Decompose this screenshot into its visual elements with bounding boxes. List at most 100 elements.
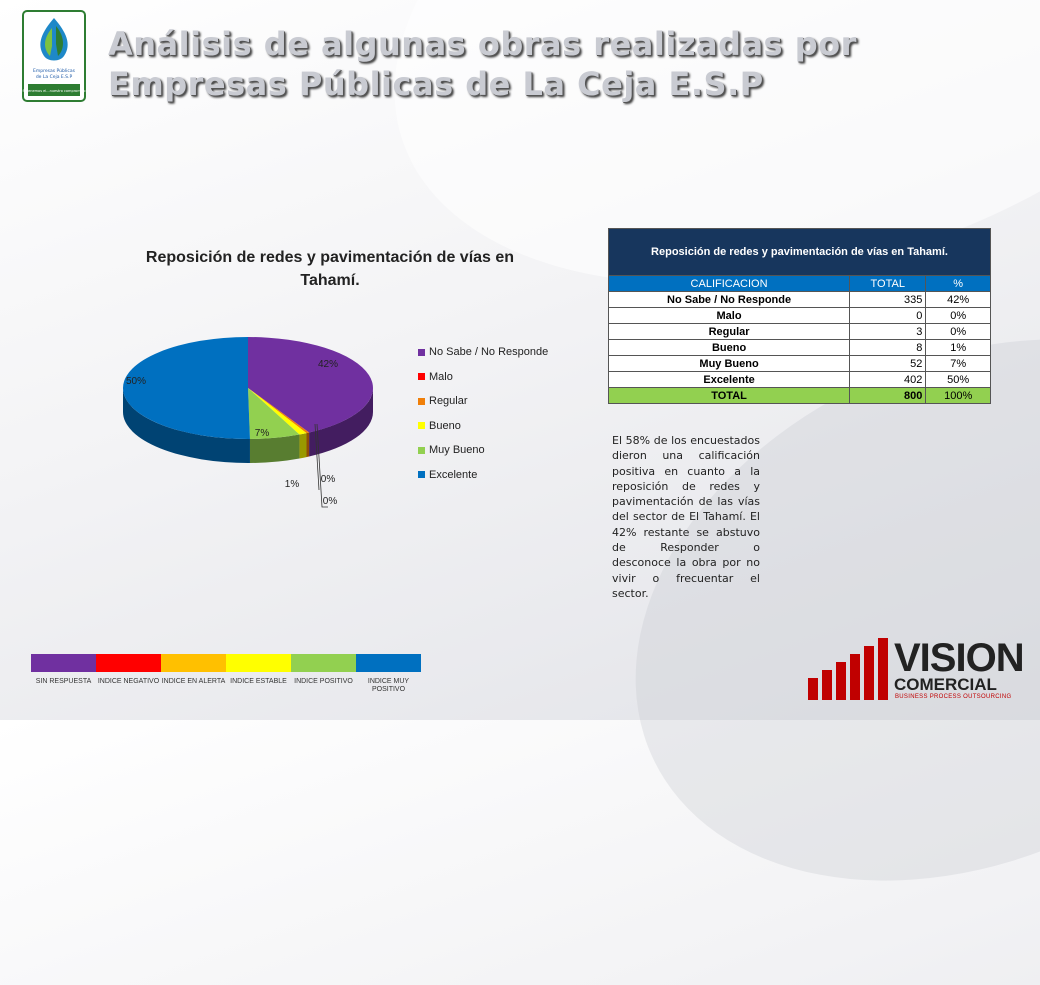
table-cell-percent: 0% xyxy=(925,307,991,324)
scale-item: INDICE MUY POSITIVO xyxy=(356,654,421,694)
legend-label: Bueno xyxy=(429,419,461,432)
scale-label: SIN RESPUESTA xyxy=(35,678,92,685)
scale-color-bar xyxy=(31,654,96,672)
pie-slice-side xyxy=(309,388,373,457)
table-cell-total: 335 xyxy=(849,291,927,308)
pie-slice xyxy=(122,337,250,439)
table-cell-percent: 50% xyxy=(925,371,991,388)
legend-item: Excelente xyxy=(418,463,548,488)
index-scale: SIN RESPUESTA INDICE NEGATIVO INDICE EN AL… xyxy=(31,654,421,694)
legend-item: Muy Bueno xyxy=(418,438,548,463)
table-caption: Reposición de redes y pavimentación de v… xyxy=(608,228,991,276)
pie-chart: 42% 0% 0% 1% 7% 50% xyxy=(122,337,373,508)
table-row: Muy Bueno 52 7% xyxy=(607,355,991,372)
scale-item: INDICE POSITIVO xyxy=(291,654,356,694)
pie-data-label: 50% xyxy=(126,376,146,387)
legend-label: Excelente xyxy=(429,468,478,481)
pie-data-label: 0% xyxy=(321,474,336,485)
legend-swatch xyxy=(418,422,425,430)
legend-item: No Sabe / No Responde xyxy=(418,340,548,365)
table-total-value: 800 xyxy=(849,387,927,404)
table-cell-total: 0 xyxy=(849,307,927,324)
legend-label: Muy Bueno xyxy=(429,444,485,457)
pie-data-label: 0% xyxy=(323,496,338,507)
table-total-percent: 100% xyxy=(925,387,991,404)
pie-slice xyxy=(248,337,373,433)
pie-slice-side xyxy=(306,432,310,458)
leader-line xyxy=(316,423,328,508)
legend-item: Regular xyxy=(418,389,548,414)
table-cell-label: No Sabe / No Responde xyxy=(607,291,851,308)
scale-label: INDICE MUY POSITIVO xyxy=(367,678,410,693)
company-logo: Empresas Públicas de La Ceja E.S.P Si te… xyxy=(22,10,86,102)
table-cell-label: Muy Bueno xyxy=(607,355,851,372)
page-title: Análisis de algunas obras realizadas por… xyxy=(108,24,857,104)
legend-label: Malo xyxy=(429,370,453,383)
pie-slice xyxy=(248,388,300,439)
table-row: No Sabe / No Responde 335 42% xyxy=(607,291,991,308)
chart-title: Reposición de redes y pavimentación de v… xyxy=(145,249,515,289)
legend-swatch xyxy=(418,446,425,454)
legend-item: Bueno xyxy=(418,414,548,439)
pie-slice xyxy=(248,388,310,434)
table-cell-percent: 1% xyxy=(925,339,991,356)
page-title-line: Empresas Públicas de La Ceja E.S.P xyxy=(108,65,764,103)
scale-label: INDICE POSITIVO xyxy=(294,678,353,685)
scale-color-bar xyxy=(161,654,226,672)
scale-label: INDICE ESTABLE xyxy=(230,678,287,685)
pie-data-label: 1% xyxy=(285,479,300,490)
table-row: Bueno 8 1% xyxy=(607,339,991,356)
table-row: Regular 3 0% xyxy=(607,323,991,340)
table-cell-total: 3 xyxy=(849,323,927,340)
table-total-label: TOTAL xyxy=(607,387,851,404)
summary-text: El 58% de los encuestados dieron una cal… xyxy=(612,434,760,600)
scale-item: INDICE ESTABLE xyxy=(226,654,291,694)
brand-name: VISION xyxy=(894,636,1025,680)
table-header: CALIFICACION xyxy=(607,275,851,292)
legend-label: No Sabe / No Responde xyxy=(429,346,549,359)
scale-color-bar xyxy=(226,654,291,672)
scale-item: SIN RESPUESTA xyxy=(31,654,96,694)
vision-comercial-logo-mark xyxy=(808,638,888,700)
brand-sub: COMERCIAL xyxy=(894,675,997,694)
table-cell-label: Malo xyxy=(607,307,851,324)
pie-slice xyxy=(248,388,307,435)
scale-label: INDICE NEGATIVO xyxy=(97,678,160,685)
legend-swatch xyxy=(418,471,425,479)
leader-line xyxy=(314,423,320,491)
table-header: % xyxy=(925,275,991,292)
scale-color-bar xyxy=(96,654,161,672)
legend-item: Malo xyxy=(418,365,548,390)
table-row: Malo 0 0% xyxy=(607,307,991,324)
table-cell-total: 52 xyxy=(849,355,927,372)
table-cell-total: 8 xyxy=(849,339,927,356)
pie-data-label: 42% xyxy=(318,359,338,370)
pie-slice-side xyxy=(123,388,250,463)
table-cell-percent: 7% xyxy=(925,355,991,372)
table-row: Excelente 402 50% xyxy=(607,371,991,388)
brand-tagline: BUSINESS PROCESS OUTSOURCING xyxy=(895,694,1012,700)
table-cell-label: Bueno xyxy=(607,339,851,356)
table-cell-total: 402 xyxy=(849,371,927,388)
pie-slice-side xyxy=(249,434,300,463)
pie-data-label: 7% xyxy=(255,428,270,439)
scale-color-bar xyxy=(291,654,356,672)
table-cell-percent: 42% xyxy=(925,291,991,308)
logo-tagline: Si tenemos el...nuestro compromiso xyxy=(22,89,85,93)
page-title-line: Análisis de algunas obras realizadas por xyxy=(108,25,857,63)
scale-item: INDICE NEGATIVO xyxy=(96,654,161,694)
legend-swatch xyxy=(418,373,425,381)
scale-color-bar xyxy=(356,654,421,672)
legend-swatch xyxy=(418,348,425,356)
results-table: Reposición de redes y pavimentación de v… xyxy=(607,228,991,404)
pie-slice-side xyxy=(299,433,307,459)
logo-text: de La Ceja E.S.P xyxy=(36,74,73,80)
chart-legend: No Sabe / No Responde Malo Regular Bueno Muy… xyxy=(418,340,548,487)
scale-label: INDICE EN ALERTA xyxy=(161,678,226,685)
legend-swatch xyxy=(418,397,425,405)
logo-text: Empresas Públicas xyxy=(33,67,76,74)
table-header: TOTAL xyxy=(849,275,927,292)
scale-item: INDICE EN ALERTA xyxy=(161,654,226,694)
table-cell-percent: 0% xyxy=(925,323,991,340)
legend-label: Regular xyxy=(429,395,468,408)
